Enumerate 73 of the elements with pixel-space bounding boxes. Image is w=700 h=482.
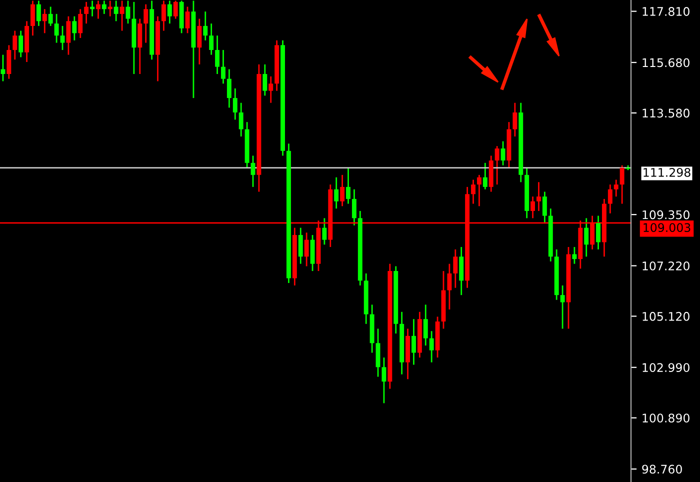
candlestick bbox=[12, 30, 18, 60]
y-tick-label: 117.810 bbox=[642, 7, 690, 16]
candlestick bbox=[120, 0, 124, 32]
candlestick bbox=[512, 102, 518, 138]
candlestick bbox=[42, 8, 47, 34]
candlestick bbox=[322, 217, 327, 246]
candlestick bbox=[453, 248, 458, 289]
candlestick bbox=[476, 174, 482, 207]
candlestick bbox=[84, 1, 89, 24]
candlestick bbox=[572, 246, 577, 265]
candlestick bbox=[447, 263, 452, 310]
y-tick-label: 113.580 bbox=[642, 108, 690, 118]
candlestick bbox=[167, 0, 172, 24]
candlestick bbox=[221, 49, 226, 84]
candlestick bbox=[161, 0, 166, 32]
candlestick bbox=[334, 176, 339, 210]
candlestick bbox=[185, 6, 190, 34]
candlestick bbox=[66, 16, 71, 56]
y-tick-label: 109.350 bbox=[642, 210, 690, 220]
candlestick bbox=[18, 30, 24, 58]
candlestick bbox=[72, 16, 77, 42]
candlestick bbox=[48, 6, 53, 27]
candlestick bbox=[232, 88, 238, 120]
candlestick bbox=[102, 0, 106, 15]
candlestick bbox=[90, 0, 94, 18]
candlestick bbox=[346, 167, 350, 204]
candlestick bbox=[30, 0, 35, 36]
candlestick bbox=[54, 13, 59, 44]
candlestick bbox=[530, 196, 536, 219]
candlestick bbox=[78, 8, 83, 39]
candlestick bbox=[536, 181, 541, 212]
ref-line-label: 109.003 bbox=[644, 223, 690, 232]
candlestick bbox=[209, 22, 214, 56]
y-tick-label: 107.220 bbox=[642, 261, 690, 270]
candlestick bbox=[482, 162, 488, 190]
candlestick bbox=[494, 145, 500, 186]
candlestick bbox=[197, 18, 202, 66]
candlestick bbox=[114, 0, 118, 22]
y-tick-label: 105.120 bbox=[642, 312, 690, 321]
y-tick-label: 102.990 bbox=[642, 363, 690, 372]
candlestick bbox=[108, 0, 112, 18]
candlestick bbox=[542, 191, 547, 224]
candlestick bbox=[352, 188, 356, 226]
y-tick-label: 98.760 bbox=[642, 464, 682, 474]
candlestick bbox=[268, 76, 274, 104]
candlestick bbox=[60, 25, 65, 51]
candlestick bbox=[614, 179, 618, 198]
candlestick bbox=[238, 102, 244, 138]
candlestick bbox=[0, 54, 6, 82]
candlestick bbox=[203, 10, 208, 42]
candlestick bbox=[423, 304, 428, 346]
candlestick bbox=[298, 227, 303, 265]
candlestick bbox=[596, 215, 600, 250]
candlestick bbox=[96, 0, 100, 20]
y-tick-label: 100.890 bbox=[642, 414, 690, 422]
candlestick bbox=[620, 164, 624, 204]
candlestick bbox=[608, 184, 612, 214]
candlestick bbox=[340, 174, 345, 207]
candlestick bbox=[429, 330, 434, 364]
candlestick bbox=[173, 0, 178, 20]
y-tick-label: 115.680 bbox=[642, 58, 690, 68]
candlestick bbox=[471, 179, 476, 204]
candlestick bbox=[144, 4, 148, 44]
candlestick bbox=[215, 34, 220, 75]
candlestick bbox=[304, 232, 309, 267]
candlestick bbox=[411, 318, 416, 366]
ref-line-label: 111.298 bbox=[644, 168, 690, 177]
candlestick bbox=[262, 64, 268, 96]
candlestick bbox=[382, 356, 386, 404]
candlestick bbox=[560, 284, 565, 330]
candlestick bbox=[36, 0, 41, 27]
candlestick bbox=[226, 68, 232, 108]
candlestick bbox=[584, 217, 589, 258]
